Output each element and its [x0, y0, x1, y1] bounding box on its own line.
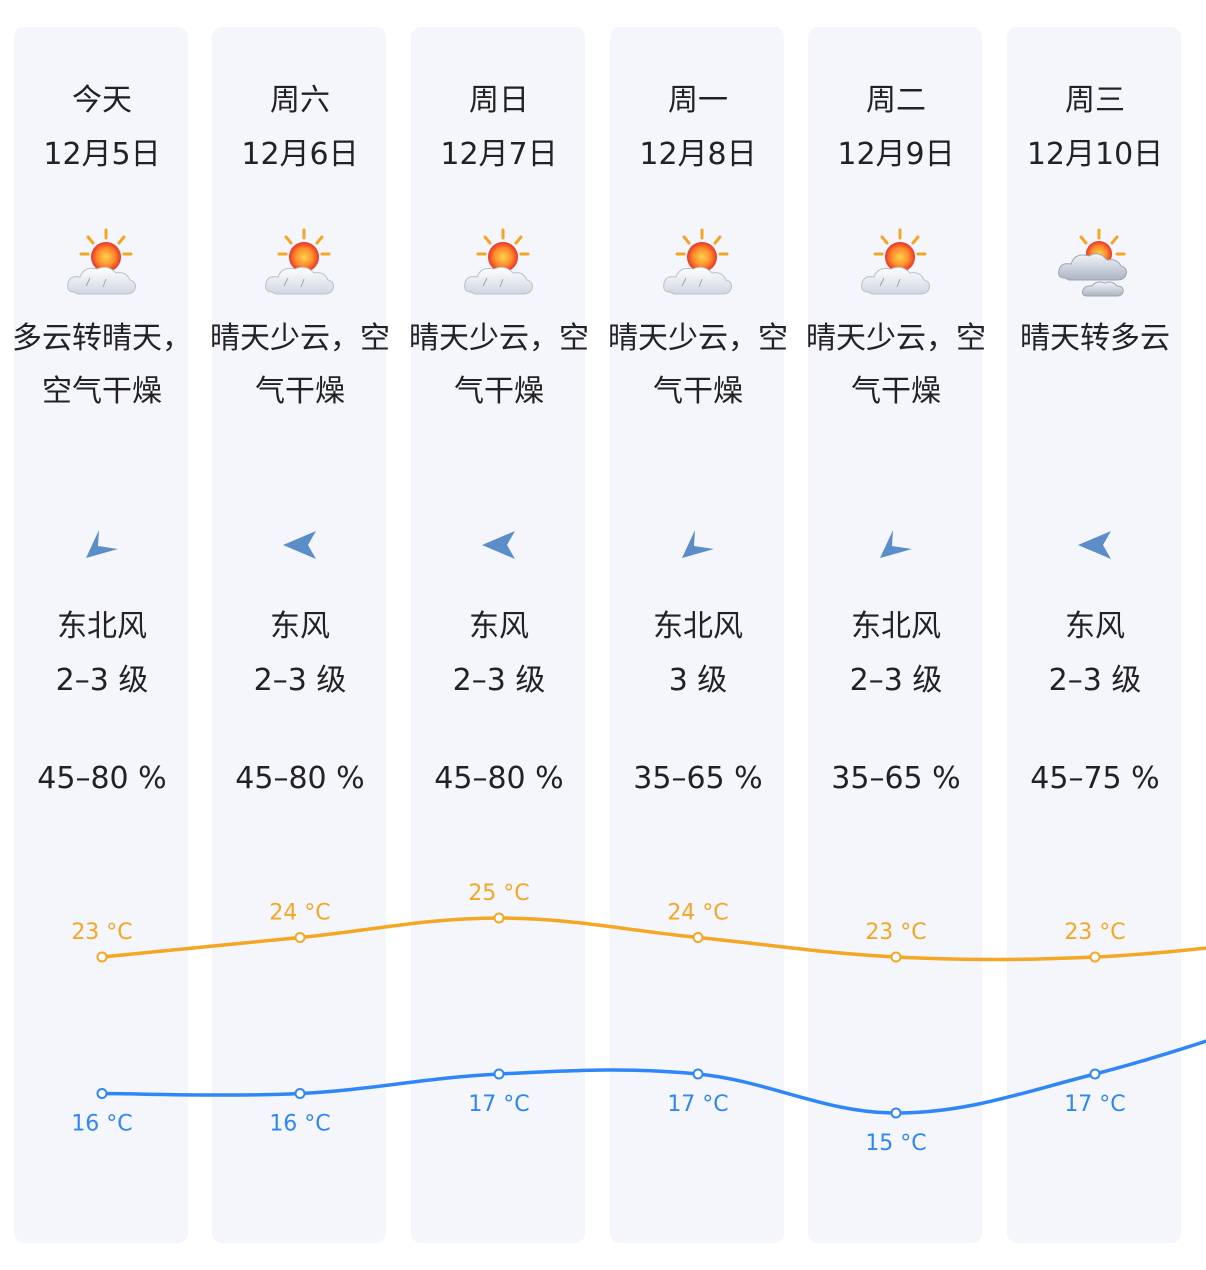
wind-level: 2–3 级 [55, 663, 149, 698]
day-date: 12月6日 [241, 137, 359, 172]
sun-cloud-icon [858, 228, 934, 300]
high-temp-point [890, 951, 902, 963]
humidity-range: 45–75 % [1030, 761, 1160, 796]
sun-cloud-icon [660, 228, 736, 300]
low-temp-point [692, 1068, 704, 1080]
day-name: 周三 [1065, 83, 1125, 118]
weather-description: 晴天少云，空气干燥 [806, 321, 986, 409]
high-temp-label: 24 °C [667, 901, 728, 926]
high-temp-point [1089, 951, 1101, 963]
humidity-range: 35–65 % [633, 761, 763, 796]
weather-description: 晴天少云，空气干燥 [210, 321, 390, 409]
partly-cloudy-icon [1057, 228, 1133, 300]
wind-direction: 东风 [270, 609, 330, 644]
humidity-range: 45–80 % [434, 761, 564, 796]
sun-cloud-icon [64, 228, 140, 300]
wind-direction: 东北风 [653, 609, 743, 644]
low-temp-label: 17 °C [468, 1092, 529, 1117]
weather-description: 晴天少云，空气干燥 [608, 321, 788, 409]
high-temp-point [493, 912, 505, 924]
low-temp-point [890, 1107, 902, 1119]
wind-direction: 东北风 [57, 609, 147, 644]
north-east-arrow-icon [678, 525, 718, 565]
day-date: 12月10日 [1026, 137, 1164, 172]
high-temp-label: 23 °C [1064, 920, 1125, 945]
north-east-arrow-icon [82, 525, 122, 565]
humidity-range: 35–65 % [831, 761, 961, 796]
high-temp-point [692, 932, 704, 943]
high-temp-label: 23 °C [865, 920, 926, 945]
day-date: 12月5日 [43, 137, 161, 172]
day-name: 今天 [72, 83, 132, 118]
wind-level: 2–3 级 [1048, 663, 1142, 698]
sun-cloud-icon [262, 228, 338, 300]
day-name: 周六 [270, 83, 330, 118]
low-temp-line [100, 1039, 1206, 1115]
day-date: 12月7日 [440, 137, 558, 172]
low-temp-label: 15 °C [865, 1131, 926, 1156]
forecast-day-card[interactable] [411, 27, 585, 1243]
low-temp-label: 17 °C [1064, 1092, 1125, 1117]
low-temp-label: 17 °C [667, 1092, 728, 1117]
day-name: 周日 [469, 83, 529, 118]
wind-level: 2–3 级 [452, 663, 546, 698]
sun-cloud-icon [461, 228, 537, 300]
humidity-range: 45–80 % [235, 761, 365, 796]
forecast-day-card[interactable] [808, 27, 982, 1243]
east-arrow-icon [479, 525, 519, 565]
low-temp-point [96, 1088, 108, 1099]
day-name: 周一 [668, 83, 728, 118]
weather-description: 多云转晴天，空气干燥 [12, 321, 192, 409]
weather-description: 晴天少云，空气干燥 [409, 321, 589, 409]
day-date: 12月9日 [837, 137, 955, 172]
day-date: 12月8日 [639, 137, 757, 172]
wind-direction: 东北风 [851, 609, 941, 644]
high-temp-line [100, 916, 1206, 962]
forecast-day-card[interactable] [1007, 27, 1181, 1243]
low-temp-point [493, 1068, 505, 1080]
high-temp-label: 24 °C [269, 901, 330, 926]
day-name: 周二 [866, 83, 926, 118]
high-temp-label: 23 °C [71, 920, 132, 945]
low-temp-label: 16 °C [71, 1112, 132, 1137]
low-temp-label: 16 °C [269, 1112, 330, 1137]
north-east-arrow-icon [876, 525, 916, 565]
low-temp-point [1089, 1068, 1101, 1080]
east-arrow-icon [1075, 525, 1115, 565]
wind-level: 2–3 级 [253, 663, 347, 698]
low-temp-point [294, 1088, 306, 1099]
east-arrow-icon [280, 525, 320, 565]
high-temp-point [294, 932, 306, 943]
wind-level: 3 级 [668, 663, 728, 698]
humidity-range: 45–80 % [37, 761, 167, 796]
wind-level: 2–3 级 [849, 663, 943, 698]
high-temp-label: 25 °C [468, 881, 529, 906]
high-temp-point [96, 951, 108, 963]
weather-description: 晴天转多云 [1020, 321, 1170, 356]
forecast-day-card[interactable] [14, 27, 188, 1243]
forecast-day-card[interactable] [212, 27, 386, 1243]
forecast-day-card[interactable] [610, 27, 784, 1243]
wind-direction: 东风 [469, 609, 529, 644]
wind-direction: 东风 [1065, 609, 1125, 644]
